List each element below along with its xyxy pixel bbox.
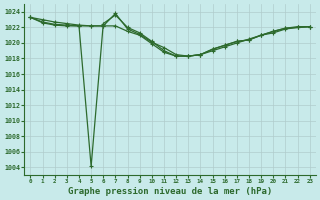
X-axis label: Graphe pression niveau de la mer (hPa): Graphe pression niveau de la mer (hPa) <box>68 187 272 196</box>
